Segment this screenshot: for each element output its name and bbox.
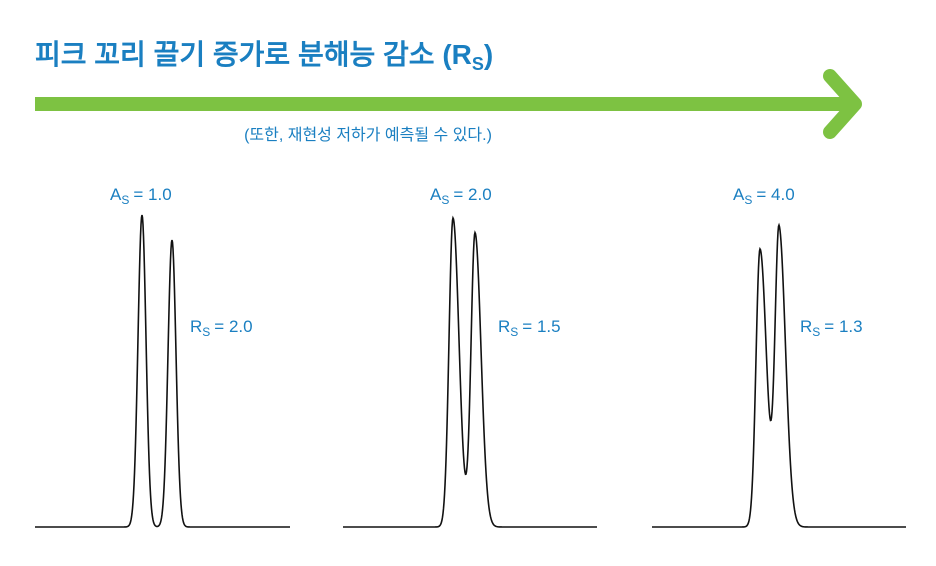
value: = 2.0 (214, 317, 252, 336)
asymmetry-label: AS = 1.0 (110, 185, 172, 207)
asymmetry-label: AS = 4.0 (733, 185, 795, 207)
resolution-label: RS = 1.5 (498, 317, 561, 339)
asymmetry-label: AS = 2.0 (430, 185, 492, 207)
symbol: R (800, 317, 812, 336)
subscript: S (441, 193, 449, 207)
title: 피크 꼬리 끌기 증가로 분해능 감소 (RS) (35, 39, 493, 74)
value: = 1.5 (522, 317, 560, 336)
subscript: S (812, 325, 820, 339)
resolution-label: RS = 1.3 (800, 317, 863, 339)
subscript: S (202, 325, 210, 339)
subscript: S (510, 325, 518, 339)
chromatogram (652, 222, 906, 528)
symbol: A (430, 185, 442, 204)
value: = 1.0 (133, 185, 171, 204)
subscript: S (744, 193, 752, 207)
value: = 4.0 (756, 185, 794, 204)
chromatogram (35, 214, 290, 528)
subscript: S (121, 193, 129, 207)
arrow (35, 69, 862, 139)
panel: AS = 1.0RS = 2.0 (35, 185, 290, 528)
panel: AS = 4.0RS = 1.3 (652, 185, 906, 528)
symbol: R (498, 317, 510, 336)
symbol: R (190, 317, 202, 336)
symbol: A (110, 185, 122, 204)
chromatogram (343, 215, 597, 528)
subtitle: (또한, 재현성 저하가 예측될 수 있다.) (244, 126, 492, 144)
value: = 1.3 (824, 317, 862, 336)
resolution-label: RS = 2.0 (190, 317, 253, 339)
value: = 2.0 (453, 185, 491, 204)
symbol: A (733, 185, 745, 204)
panels: AS = 1.0RS = 2.0AS = 2.0RS = 1.5AS = 4.0RS = 1… (35, 185, 906, 528)
panel: AS = 2.0RS = 1.5 (343, 185, 597, 528)
